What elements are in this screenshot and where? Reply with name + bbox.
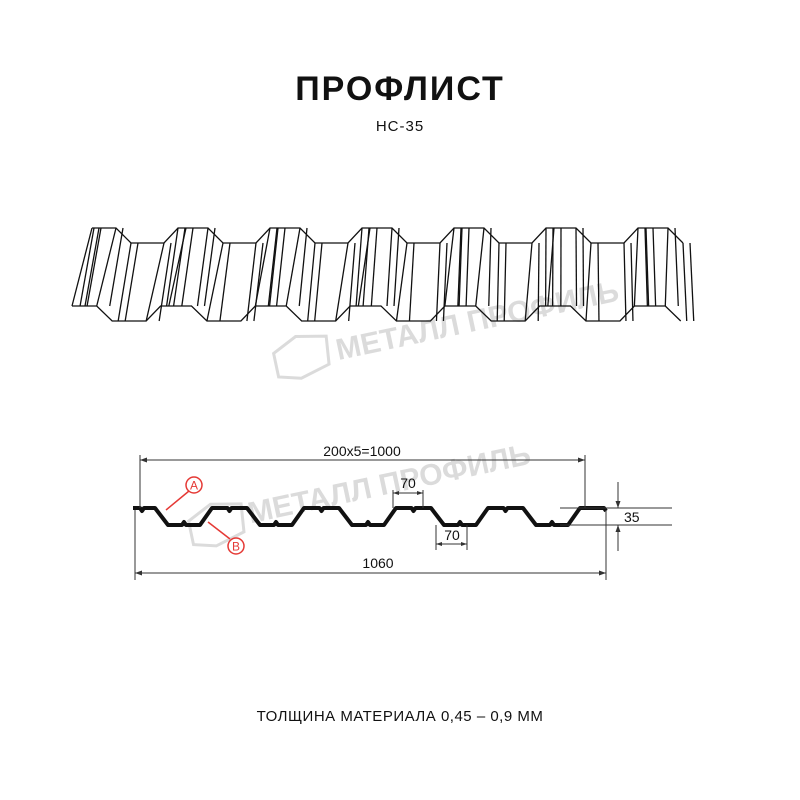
sheet-fold-line <box>254 227 271 307</box>
watermark-logo-icon <box>271 334 331 380</box>
sheet-rib-line <box>503 242 507 322</box>
callout-b-label: B <box>232 540 240 554</box>
sheet-rib-line <box>582 227 585 307</box>
sheet-fold-line <box>96 227 117 307</box>
dim-total-width-label: 1060 <box>362 555 393 571</box>
sheet-fold-line <box>435 242 441 322</box>
sheet-fold-line <box>145 242 165 322</box>
callout-b-circle <box>227 537 245 555</box>
sheet-fold-line <box>395 242 408 322</box>
sheet-rib-line <box>408 242 415 322</box>
sheet-rib-line <box>689 242 695 322</box>
sheet-rib-line <box>298 227 308 307</box>
sheet-fold-line <box>285 227 301 307</box>
sheet-rib-line <box>219 242 231 322</box>
sheet-fold-line <box>575 227 578 307</box>
sheet-rib-line <box>314 242 323 322</box>
sheet-fold-line <box>664 227 669 307</box>
sheet-fold-line <box>357 227 371 307</box>
sheet-fold-line <box>386 227 393 307</box>
callouts <box>165 476 245 555</box>
sheet-fold-line <box>206 242 224 322</box>
sheet-fold-line <box>524 242 533 322</box>
sheet-fold-line <box>355 227 363 307</box>
sheet-fold-line <box>307 242 316 322</box>
sheet-rib-line <box>253 242 264 322</box>
sheet-rib-line <box>124 242 139 322</box>
watermark-logo-icon <box>186 502 246 548</box>
sheet-fold-line <box>246 242 257 322</box>
sheet-fold-line <box>165 227 179 307</box>
profile-section <box>133 506 608 527</box>
sheet-fold-line <box>475 227 485 307</box>
sheet-fold-line <box>645 227 650 307</box>
sheet-rib-line <box>488 227 492 307</box>
callout-a-circle <box>185 476 203 494</box>
sheet-fold-line <box>168 227 187 307</box>
sheet-rib-line <box>109 227 124 307</box>
sheet-top-edge <box>92 227 684 244</box>
sheet-rib-line <box>457 227 462 307</box>
sheet-rib-line <box>465 227 470 307</box>
sheet-rib-line <box>158 242 172 322</box>
sheet-fold-line <box>585 242 592 322</box>
material-thickness: ТОЛЩИНА МАТЕРИАЛА 0,45 – 0,9 ММ <box>256 708 544 725</box>
page-title: ПРОФЛИСТ <box>295 70 505 108</box>
sheet-rib-line <box>674 227 679 307</box>
sheet-rib-line <box>442 242 448 322</box>
callout-a-label: A <box>190 479 198 493</box>
dimension-lines <box>134 455 672 580</box>
sheet-rib-line <box>597 242 600 322</box>
sheet-perspective-view <box>71 227 695 322</box>
sheet-rib-line <box>537 242 540 322</box>
dimension-arrows <box>135 457 621 576</box>
sheet-rib-line <box>630 242 634 322</box>
sheet-rib-line <box>348 242 356 322</box>
sheet-bottom-edge <box>72 305 682 322</box>
sheet-rib-line <box>393 227 400 307</box>
sheet-rib-line <box>86 227 102 307</box>
sheet-fold-line <box>335 242 349 322</box>
sheet-fold-line <box>196 227 209 307</box>
sheet-rib-line <box>203 227 216 307</box>
sheet-fold-line <box>496 242 500 322</box>
sheet-rib-line <box>275 227 286 307</box>
sheet-fold-line <box>117 242 132 322</box>
dim-bottom-width-label: 70 <box>444 527 460 543</box>
sheet-fold-line <box>79 227 95 307</box>
dim-height-label: 35 <box>624 509 640 525</box>
sheet-fold-line <box>623 242 627 322</box>
dim-top-width-label: 70 <box>400 475 416 491</box>
model-label: НС-35 <box>375 118 425 135</box>
sheet-rib-line <box>84 227 100 307</box>
sheet-fold-line <box>547 227 555 307</box>
sheet-fold-line <box>458 227 463 307</box>
dim-pitch-label: 200х5=1000 <box>323 443 401 459</box>
sheet-rib-line <box>644 227 649 307</box>
sheet-fold-line <box>633 227 639 307</box>
sheet-fold-line <box>682 242 688 322</box>
sheet-rib-line <box>652 227 657 307</box>
sheet-fold-line <box>268 227 279 307</box>
sheet-rib-line <box>267 227 278 307</box>
sheet-rib-line <box>181 227 194 307</box>
sheet-fold-line <box>444 227 455 307</box>
sheet-fold-line <box>71 227 93 307</box>
sheet-rib-line <box>370 227 378 307</box>
